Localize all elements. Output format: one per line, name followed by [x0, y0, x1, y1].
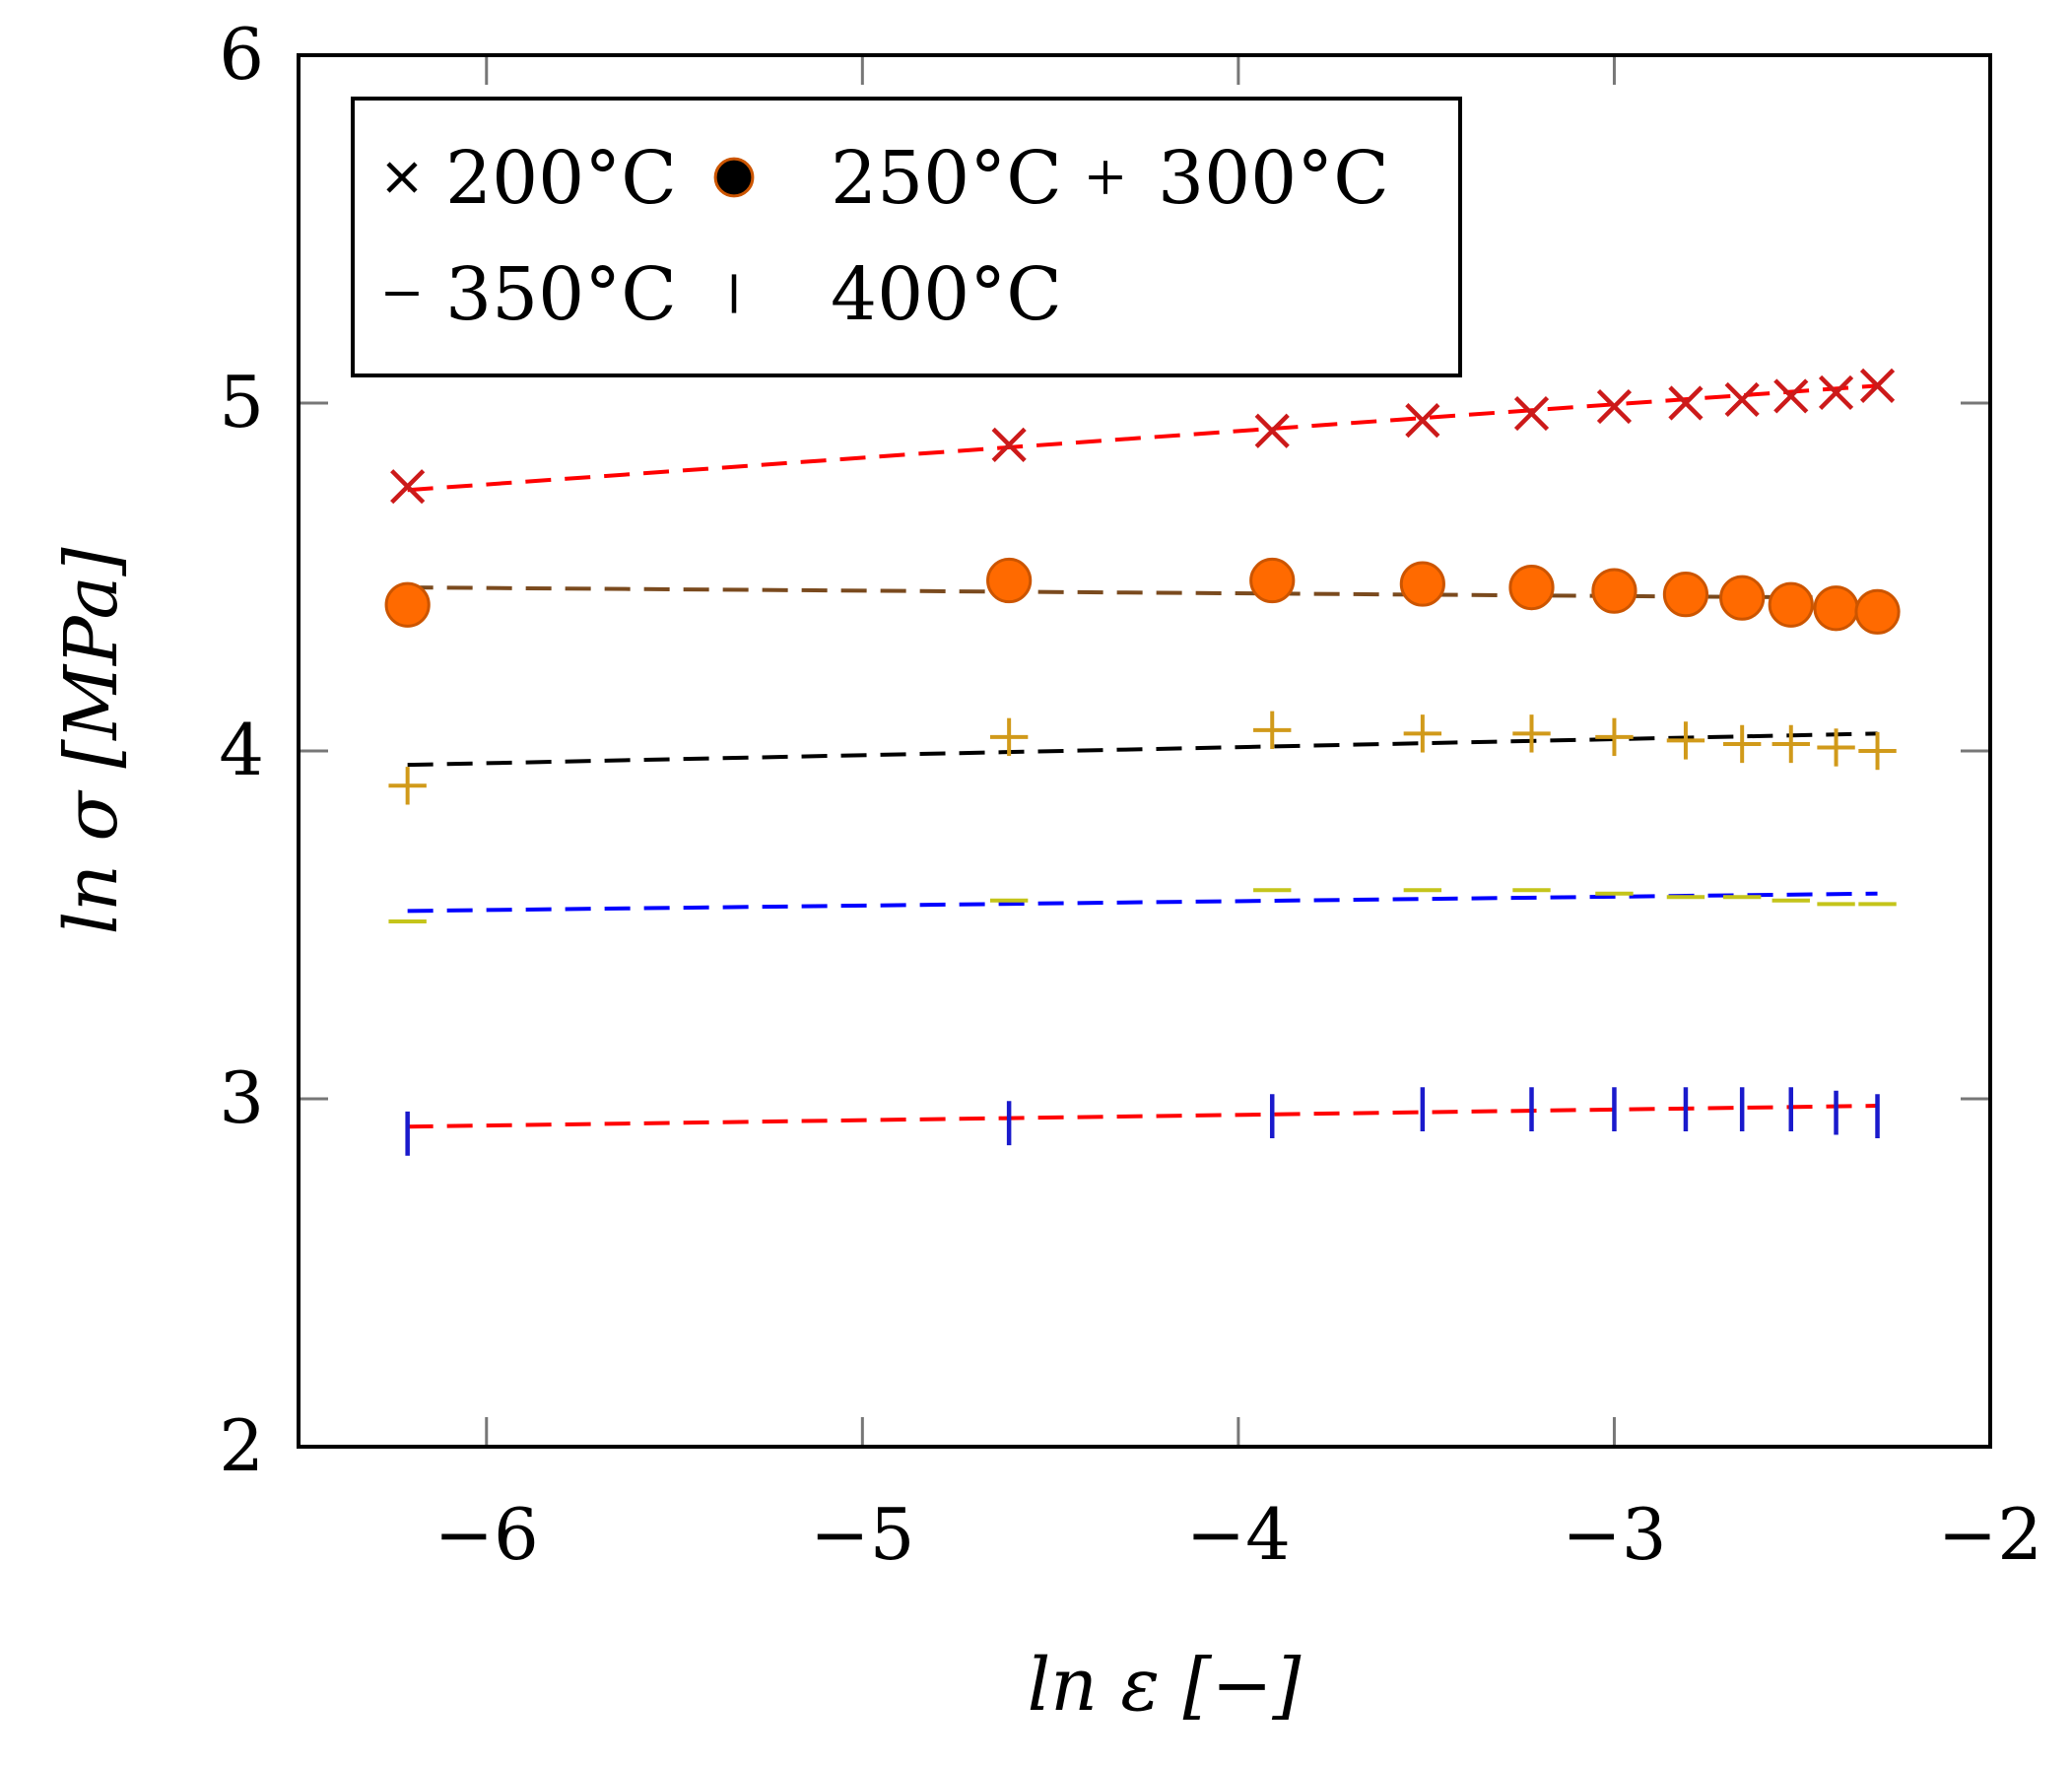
x-tick-label: −2	[1938, 1493, 2042, 1576]
legend-label-400: 400°C	[831, 252, 1062, 337]
legend-item-400: 400°C	[731, 252, 1062, 337]
data-point-200	[1773, 378, 1809, 414]
data-point-300	[1771, 724, 1810, 764]
marker-200	[1596, 388, 1633, 425]
data-point-200	[1724, 381, 1760, 418]
marker-200	[1724, 381, 1760, 418]
marker-200	[390, 469, 426, 505]
legend-marker-200	[386, 162, 418, 193]
x-tick-label: −6	[434, 1493, 539, 1576]
y-tick-label: 5	[219, 361, 264, 443]
y-tick-label: 2	[219, 1404, 264, 1487]
data-point-200	[1513, 395, 1550, 432]
x-tick-label: −3	[1562, 1493, 1666, 1576]
data-point-250	[1854, 588, 1901, 635]
data-point-200	[1405, 403, 1440, 439]
x-tick-label: −4	[1186, 1493, 1291, 1576]
data-point-300	[388, 767, 427, 805]
data-point-250	[1591, 568, 1638, 614]
marker-200	[991, 427, 1027, 462]
data-point-250	[1719, 575, 1766, 621]
fit-line-200	[407, 383, 1878, 493]
marker-250	[1813, 585, 1859, 632]
marker-250	[1768, 581, 1814, 628]
data-point-300	[1817, 728, 1855, 767]
marker-250	[986, 557, 1033, 604]
legend-item-200: 200°C	[386, 136, 677, 221]
y-tick-label: 6	[219, 13, 264, 96]
data-point-250	[1249, 557, 1296, 604]
legend-box	[351, 97, 1462, 377]
marker-200	[1668, 385, 1704, 421]
y-tick-label: 3	[219, 1056, 264, 1139]
marker-250	[1249, 557, 1296, 604]
data-point-200	[390, 469, 426, 505]
data-point-200	[1668, 385, 1704, 421]
data-point-250	[1813, 585, 1859, 632]
data-point-250	[1662, 572, 1709, 618]
legend-item-250: 250°C	[713, 136, 1062, 221]
y-axis-title: ln σ [MPa]	[49, 547, 134, 934]
legend-item-350: 350°C	[385, 252, 677, 337]
legend-label-200: 200°C	[445, 136, 677, 221]
marker-250	[1591, 568, 1638, 614]
data-point-300	[1722, 724, 1762, 764]
marker-250	[1399, 561, 1445, 607]
plot-frame	[297, 53, 1992, 1449]
data-point-250	[1399, 561, 1445, 607]
fit-line-250	[407, 585, 1878, 600]
data-point-300	[1403, 714, 1442, 753]
legend-item-300: 300°C	[1089, 136, 1389, 221]
fit-line-300	[407, 731, 1878, 768]
marker-250	[384, 581, 431, 628]
data-point-250	[1508, 564, 1555, 611]
marker-200	[1859, 368, 1896, 403]
x-axis-title: ln ε [−]	[1028, 1643, 1302, 1728]
legend-label-250: 250°C	[831, 136, 1062, 221]
data-point-250	[986, 557, 1033, 604]
data-point-300	[989, 717, 1029, 757]
data-point-300	[1253, 711, 1292, 750]
marker-200	[1513, 395, 1550, 432]
x-tick-label: −5	[810, 1493, 914, 1576]
marker-250	[1854, 588, 1901, 635]
data-point-300	[1595, 717, 1634, 757]
legend-label-350: 350°C	[445, 252, 677, 337]
marker-250	[1508, 564, 1555, 611]
data-point-200	[1254, 413, 1290, 448]
fit-line-350	[407, 891, 1878, 914]
data-point-200	[1818, 374, 1854, 411]
data-point-250	[1768, 581, 1814, 628]
marker-200	[1818, 374, 1854, 411]
data-point-250	[384, 581, 431, 628]
marker-250	[1719, 575, 1766, 621]
marker-200	[1773, 378, 1809, 414]
marker-200	[1254, 413, 1290, 448]
data-point-200	[991, 427, 1027, 462]
data-point-300	[1858, 731, 1897, 771]
legend-label-300: 300°C	[1158, 136, 1389, 221]
fit-line-400	[407, 1104, 1878, 1129]
marker-200	[1405, 403, 1440, 439]
y-tick-label: 4	[219, 709, 264, 791]
data-point-200	[1596, 388, 1633, 425]
data-point-200	[1859, 368, 1896, 403]
marker-250	[1662, 572, 1709, 618]
data-point-300	[1666, 721, 1705, 760]
data-point-300	[1512, 714, 1551, 753]
legend-marker-250	[713, 157, 755, 198]
